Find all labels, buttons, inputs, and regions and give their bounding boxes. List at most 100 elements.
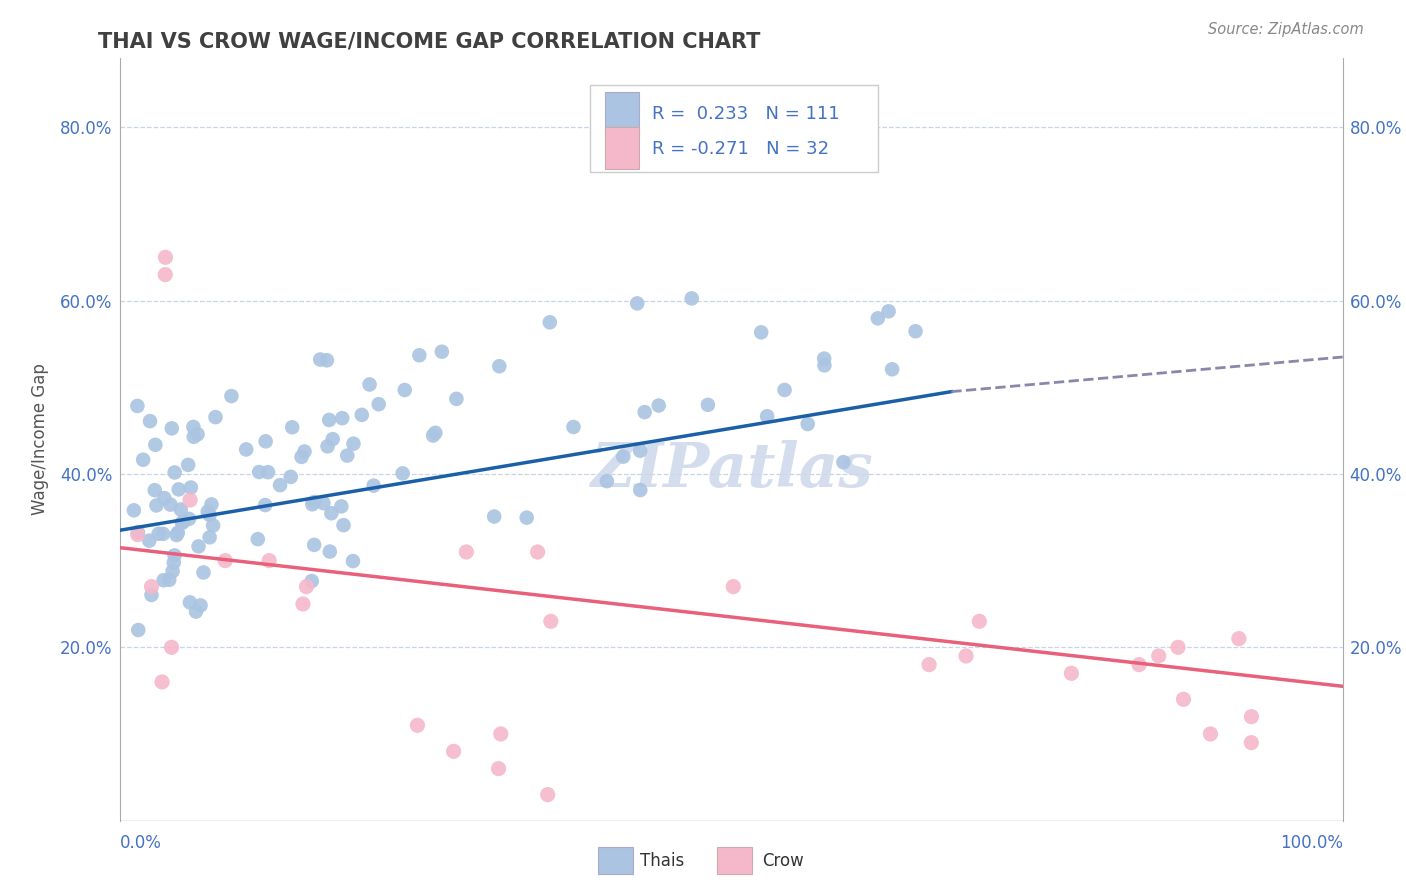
Point <box>489 727 512 741</box>
Point <box>152 573 174 587</box>
Point <box>214 554 236 568</box>
Point <box>132 452 155 467</box>
Point <box>540 615 562 629</box>
Text: 100.0%: 100.0% <box>1279 834 1343 852</box>
Point <box>322 432 344 446</box>
Point <box>319 544 342 558</box>
Point <box>422 428 444 442</box>
Point <box>145 438 167 452</box>
Point <box>315 353 337 368</box>
Point <box>1240 736 1263 750</box>
Point <box>254 498 277 512</box>
Point <box>425 425 447 440</box>
Point <box>309 352 332 367</box>
Point <box>526 545 548 559</box>
Point <box>163 556 186 570</box>
Point <box>160 421 183 435</box>
Point <box>294 444 316 458</box>
Point <box>1060 666 1083 681</box>
Point <box>180 481 202 495</box>
Point <box>177 512 200 526</box>
Point <box>204 410 226 425</box>
Point <box>163 466 186 480</box>
Point <box>153 491 176 505</box>
Point <box>177 458 200 472</box>
Point <box>330 500 353 514</box>
Point <box>235 442 257 457</box>
Point <box>336 449 359 463</box>
Point <box>247 465 270 479</box>
Point <box>696 398 718 412</box>
Point <box>246 532 269 546</box>
Bar <box>605 127 640 169</box>
Point <box>193 566 215 580</box>
Point <box>1147 648 1170 663</box>
Point <box>813 359 835 373</box>
Text: THAI VS CROW WAGE/INCOME GAP CORRELATION CHART: THAI VS CROW WAGE/INCOME GAP CORRELATION… <box>98 31 761 51</box>
Point <box>681 292 703 306</box>
Point <box>221 389 243 403</box>
Point <box>167 483 190 497</box>
Point <box>394 383 416 397</box>
Point <box>150 675 173 690</box>
Point <box>628 443 651 458</box>
Point <box>342 436 364 450</box>
Point <box>295 580 318 594</box>
Point <box>127 623 149 637</box>
Point <box>488 762 510 776</box>
Point <box>350 408 373 422</box>
Point <box>446 392 468 406</box>
Point <box>312 496 335 510</box>
Point <box>1199 727 1222 741</box>
Point <box>187 427 209 442</box>
Point <box>122 503 145 517</box>
Point <box>148 526 170 541</box>
Point <box>187 540 209 554</box>
Point <box>162 564 184 578</box>
Point <box>443 744 465 758</box>
Point <box>408 348 430 362</box>
Point <box>139 414 162 428</box>
Point <box>723 580 745 594</box>
Point <box>359 377 381 392</box>
Point <box>127 524 149 539</box>
Point <box>179 595 201 609</box>
Point <box>537 788 560 802</box>
Point <box>190 599 212 613</box>
Point <box>170 502 193 516</box>
Point <box>1240 709 1263 723</box>
Text: R =  0.233   N = 111: R = 0.233 N = 111 <box>651 104 839 123</box>
Point <box>183 430 205 444</box>
Point <box>301 574 323 588</box>
Point <box>141 588 163 602</box>
Point <box>1167 640 1189 655</box>
Point <box>198 530 221 544</box>
Point <box>200 497 222 511</box>
Point <box>179 493 201 508</box>
Point <box>363 478 385 492</box>
Point <box>749 326 772 340</box>
Text: Thais: Thais <box>640 852 683 870</box>
Point <box>596 474 619 488</box>
Point <box>157 573 180 587</box>
Point <box>332 518 354 533</box>
Point <box>152 527 174 541</box>
Point <box>813 351 835 366</box>
Point <box>406 718 429 732</box>
Point <box>488 359 510 374</box>
Point <box>969 615 991 629</box>
Point <box>882 362 904 376</box>
Point <box>918 657 941 672</box>
Point <box>773 383 796 397</box>
FancyBboxPatch shape <box>591 85 877 172</box>
Point <box>330 411 353 425</box>
Point <box>163 549 186 563</box>
Point <box>1173 692 1195 706</box>
Point <box>202 518 225 533</box>
Point <box>430 344 453 359</box>
Point <box>562 420 585 434</box>
Point <box>367 397 389 411</box>
Point <box>127 399 149 413</box>
Bar <box>605 92 640 134</box>
Point <box>647 399 669 413</box>
